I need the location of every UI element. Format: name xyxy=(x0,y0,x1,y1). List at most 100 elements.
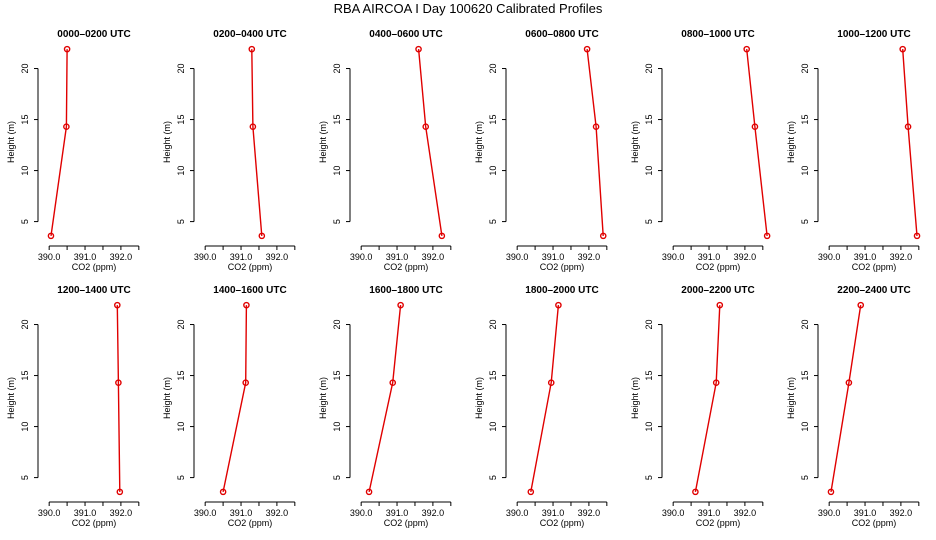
data-point xyxy=(599,232,607,240)
y-axis-label: Height (m) xyxy=(786,377,796,419)
x-tick-label: 392.0 xyxy=(890,252,913,262)
x-tick-label: 392.0 xyxy=(110,508,133,518)
profile-line xyxy=(368,305,402,493)
y-tick-label: 5 xyxy=(176,219,186,224)
x-tick-label: 390.0 xyxy=(506,508,529,518)
data-point xyxy=(913,232,921,240)
profile-line xyxy=(222,305,248,493)
x-tick-label: 392.0 xyxy=(734,252,757,262)
panel-title: 0800–1000 UTC xyxy=(681,29,754,40)
y-tick-label: 20 xyxy=(488,320,498,330)
x-axis-label: CO2 (ppm) xyxy=(228,262,273,272)
y-tick-label: 20 xyxy=(20,64,30,74)
x-tick-label: 392.0 xyxy=(734,508,757,518)
y-axis-label: Height (m) xyxy=(786,121,796,163)
x-axis-label: CO2 (ppm) xyxy=(540,262,585,272)
panel-title: 0600–0800 UTC xyxy=(525,29,598,40)
y-tick-label: 10 xyxy=(800,422,810,432)
y-tick-label: 5 xyxy=(20,475,30,480)
x-tick-label: 391.0 xyxy=(386,508,409,518)
data-point xyxy=(63,45,71,53)
profile-line xyxy=(530,305,560,493)
data-point xyxy=(555,301,562,309)
x-axis-label: CO2 (ppm) xyxy=(852,518,897,528)
y-tick-label: 20 xyxy=(644,64,654,74)
x-axis-label: CO2 (ppm) xyxy=(852,262,897,272)
x-axis-label: CO2 (ppm) xyxy=(696,262,741,272)
data-point xyxy=(47,232,55,240)
y-tick-label: 5 xyxy=(20,219,30,224)
y-tick-label: 5 xyxy=(176,475,186,480)
y-tick-label: 20 xyxy=(20,320,30,330)
data-point xyxy=(116,488,124,496)
panel-title: 1800–2000 UTC xyxy=(525,285,598,296)
x-axis-label: CO2 (ppm) xyxy=(384,518,429,528)
y-tick-label: 5 xyxy=(488,475,498,480)
data-point xyxy=(716,301,724,309)
y-axis-label: Height (m) xyxy=(318,377,328,419)
data-point xyxy=(845,379,853,386)
data-point xyxy=(583,45,591,53)
profile-line xyxy=(116,305,121,492)
data-point xyxy=(422,123,430,130)
y-tick-label: 10 xyxy=(800,166,810,176)
y-tick-label: 10 xyxy=(176,166,186,176)
data-point xyxy=(899,45,906,53)
panel-title: 0400–0600 UTC xyxy=(369,29,442,40)
profile-line xyxy=(746,49,768,236)
x-tick-label: 390.0 xyxy=(662,252,685,262)
x-tick-label: 390.0 xyxy=(506,252,529,262)
panel-title: 1200–1400 UTC xyxy=(57,285,130,296)
x-tick-label: 391.0 xyxy=(854,252,877,262)
x-tick-label: 390.0 xyxy=(194,252,217,262)
data-point xyxy=(258,232,266,240)
y-tick-label: 5 xyxy=(800,219,810,224)
y-tick-label: 10 xyxy=(332,422,342,432)
x-axis-label: CO2 (ppm) xyxy=(540,518,585,528)
y-tick-label: 5 xyxy=(488,219,498,224)
data-point xyxy=(115,379,122,386)
profile-line xyxy=(830,304,862,493)
profile-line xyxy=(251,49,263,236)
y-axis-label: Height (m) xyxy=(6,377,16,419)
y-axis-label: Height (m) xyxy=(318,121,328,163)
x-axis-label: CO2 (ppm) xyxy=(228,518,273,528)
x-tick-label: 391.0 xyxy=(386,252,409,262)
x-tick-label: 392.0 xyxy=(890,508,913,518)
data-point xyxy=(904,123,912,130)
data-point xyxy=(751,123,759,130)
y-tick-label: 15 xyxy=(800,371,810,381)
profile-line xyxy=(417,49,443,237)
y-tick-label: 20 xyxy=(800,64,810,74)
y-tick-label: 5 xyxy=(332,475,342,480)
data-point xyxy=(365,488,373,496)
data-point xyxy=(547,379,555,386)
y-tick-label: 5 xyxy=(644,475,654,480)
y-tick-label: 15 xyxy=(176,115,186,125)
panel-title: 1000–1200 UTC xyxy=(837,29,910,40)
data-point xyxy=(242,379,249,386)
x-tick-label: 392.0 xyxy=(266,508,289,518)
y-axis-label: Height (m) xyxy=(474,377,484,419)
y-axis-label: Height (m) xyxy=(474,121,484,163)
y-tick-label: 15 xyxy=(332,115,342,125)
y-tick-label: 15 xyxy=(20,115,30,125)
y-tick-label: 10 xyxy=(644,422,654,432)
x-tick-label: 390.0 xyxy=(662,508,685,518)
data-point xyxy=(712,379,720,386)
x-tick-label: 390.0 xyxy=(350,508,373,518)
data-point xyxy=(763,232,771,240)
page-title: RBA AIRCOA I Day 100620 Calibrated Profi… xyxy=(333,1,603,16)
data-point xyxy=(219,488,227,496)
x-tick-label: 391.0 xyxy=(698,252,721,262)
y-tick-label: 20 xyxy=(332,320,342,330)
x-axis-label: CO2 (ppm) xyxy=(72,518,117,528)
x-axis-label: CO2 (ppm) xyxy=(384,262,429,272)
y-tick-label: 20 xyxy=(176,64,186,74)
y-axis-label: Height (m) xyxy=(162,121,172,163)
y-axis-label: Height (m) xyxy=(630,121,640,163)
y-tick-label: 10 xyxy=(644,166,654,176)
